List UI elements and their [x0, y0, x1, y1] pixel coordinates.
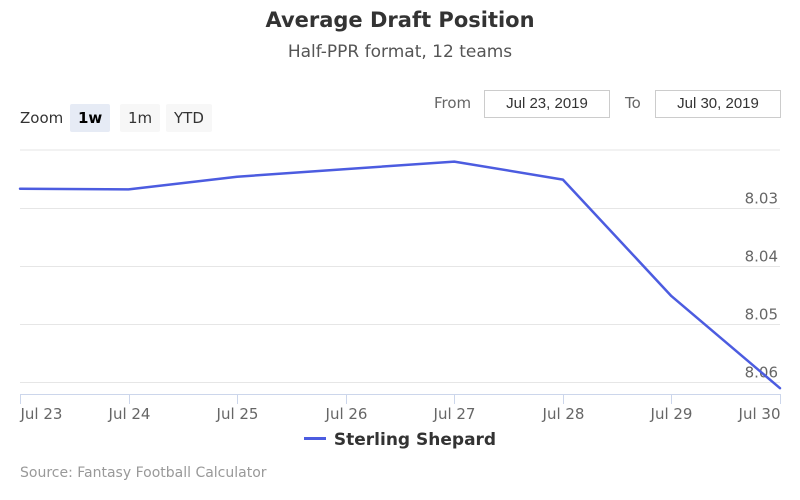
legend[interactable]: Sterling Shepard [0, 430, 800, 450]
y-tick-label: 8.03 [745, 190, 778, 208]
series-line-sterling-shepard[interactable] [18, 160, 782, 390]
source-credit: Source: Fantasy Football Calculator [20, 465, 267, 481]
x-tick-label: Jul 27 [433, 405, 476, 423]
x-tick-label: Jul 25 [216, 405, 259, 423]
x-tick-label: Jul 29 [650, 405, 693, 423]
zoom-label: Zoom [20, 109, 64, 127]
y-tick-label: 8.05 [745, 306, 778, 324]
x-tick-label: Jul 24 [108, 405, 151, 423]
range-to-label: To [625, 94, 641, 112]
y-tick-label: 8.04 [745, 248, 778, 266]
legend-line-marker [303, 436, 326, 440]
range-from-input[interactable] [484, 90, 610, 118]
zoom-1w-button[interactable]: 1w [70, 104, 111, 132]
zoom-ytd-button[interactable]: YTD [166, 104, 212, 132]
legend-label: Sterling Shepard [333, 430, 497, 450]
x-tick-label: Jul 30 [738, 405, 781, 423]
x-tick-label: Jul 23 [20, 405, 63, 423]
chart-title: Average Draft Position [265, 8, 535, 32]
x-tick-label: Jul 26 [325, 405, 368, 423]
range-to-input[interactable] [655, 90, 781, 118]
chart-subtitle: Half-PPR format, 12 teams [287, 42, 513, 62]
range-from-label: From [434, 94, 472, 112]
x-tick-label: Jul 28 [542, 405, 585, 423]
zoom-1m-button[interactable]: 1m [120, 104, 161, 132]
